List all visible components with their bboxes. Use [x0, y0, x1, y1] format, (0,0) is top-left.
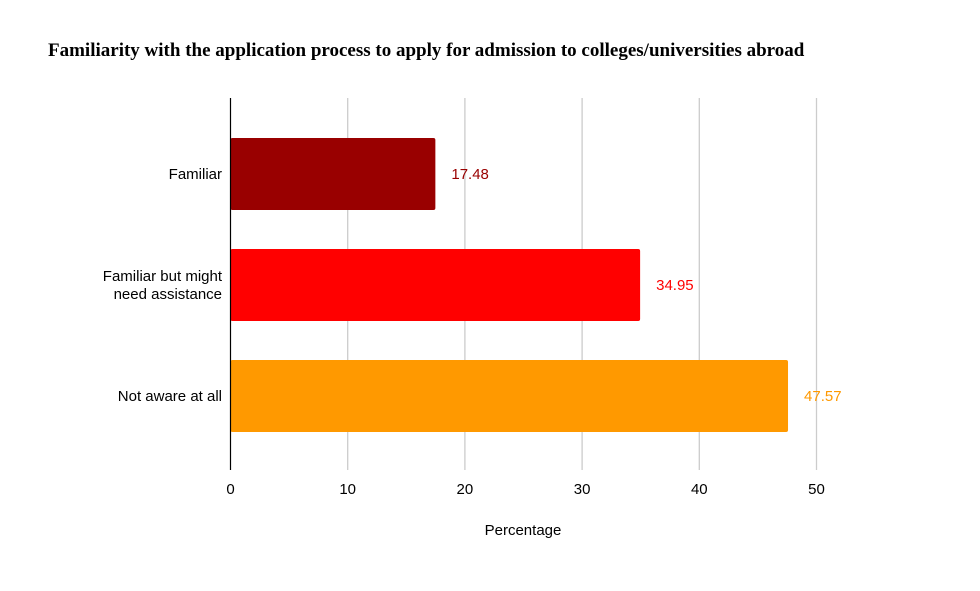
category-label-1: Familiar: [169, 166, 222, 183]
data-label-1: 17.48: [451, 166, 489, 183]
category-label-2-line-2: need assistance: [114, 286, 222, 303]
data-label-2: 34.95: [656, 277, 694, 294]
chart-title: Familiarity with the application process…: [48, 40, 805, 61]
bars: [230, 138, 789, 432]
x-tick-label-10: 10: [339, 481, 356, 498]
category-label-2-line-1: Familiar but might: [103, 268, 223, 285]
bar-3: [230, 360, 789, 432]
x-tick-labels: 0 10 20 30 40 50: [226, 481, 825, 498]
x-tick-label-20: 20: [457, 481, 474, 498]
data-label-3: 47.57: [804, 388, 842, 405]
x-tick-label-50: 50: [808, 481, 825, 498]
data-labels: 17.48 34.95 47.57: [451, 166, 841, 405]
x-tick-label-30: 30: [574, 481, 591, 498]
x-tick-label-40: 40: [691, 481, 708, 498]
bar-2: [230, 249, 641, 321]
bar-1: [230, 138, 436, 210]
x-axis-title: Percentage: [485, 522, 562, 539]
x-tick-label-0: 0: [226, 481, 234, 498]
category-label-3: Not aware at all: [118, 388, 222, 405]
